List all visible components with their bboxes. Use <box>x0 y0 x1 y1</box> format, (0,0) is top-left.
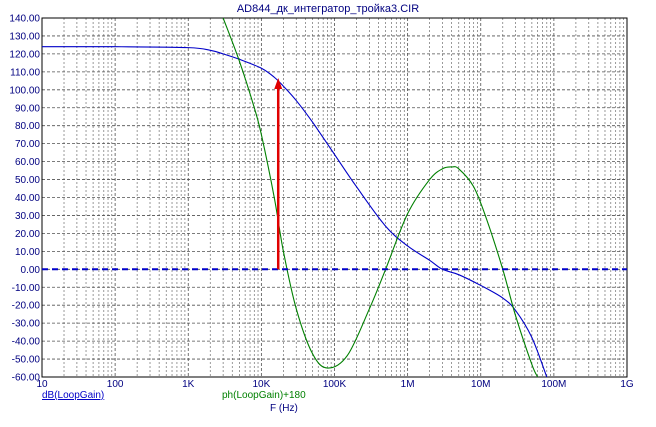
x-tick-label: 1G <box>620 379 634 390</box>
x-tick-label: 1M <box>401 379 415 390</box>
y-tick-label: -50.00 <box>12 355 41 366</box>
x-tick-label: 1K <box>182 379 195 390</box>
y-tick-label: 80.00 <box>15 121 40 132</box>
phase-curve <box>222 18 539 377</box>
plot-frame <box>41 17 628 378</box>
y-tick-label: 50.00 <box>15 175 40 186</box>
y-tick-label: -30.00 <box>12 319 41 330</box>
y-tick-label: 10.00 <box>15 247 40 258</box>
y-tick-label: 60.00 <box>15 157 40 168</box>
x-tick-label: 100M <box>541 379 566 390</box>
y-tick-label: 0.00 <box>21 265 41 276</box>
chart-title: AD844_дк_интегратор_тройка3.CIR <box>236 3 420 15</box>
x-tick-label: 100 <box>107 379 124 390</box>
y-tick-label: -60.00 <box>12 373 41 384</box>
y-tick-label: 120.00 <box>9 49 40 60</box>
x-tick-label: 10 <box>36 379 48 390</box>
x-tick-label: 10K <box>252 379 270 390</box>
x-tick-label: 10M <box>471 379 490 390</box>
y-tick-label: 100.00 <box>9 85 40 96</box>
y-tick-label: 30.00 <box>15 211 40 222</box>
x-tick-label: 100K <box>323 379 347 390</box>
y-tick-label: 110.00 <box>10 67 40 78</box>
y-tick-label: 130.00 <box>9 31 40 42</box>
y-tick-label: 140.00 <box>9 14 40 25</box>
y-tick-label: -10.00 <box>12 283 41 294</box>
y-tick-label: 20.00 <box>15 229 40 240</box>
gain-curve <box>42 46 548 377</box>
legend-phase[interactable]: ph(LoopGain)+180 <box>222 390 306 401</box>
annotation-arrow-head <box>274 78 283 90</box>
y-tick-label: 70.00 <box>15 139 40 150</box>
y-tick-label: -20.00 <box>12 301 41 312</box>
y-tick-label: -40.00 <box>12 337 41 348</box>
y-tick-label: 90.00 <box>15 103 40 114</box>
legend-gain[interactable]: dB(LoopGain) <box>42 390 105 401</box>
y-tick-label: 40.00 <box>15 193 40 204</box>
x-axis-label: F (Hz) <box>270 403 298 414</box>
